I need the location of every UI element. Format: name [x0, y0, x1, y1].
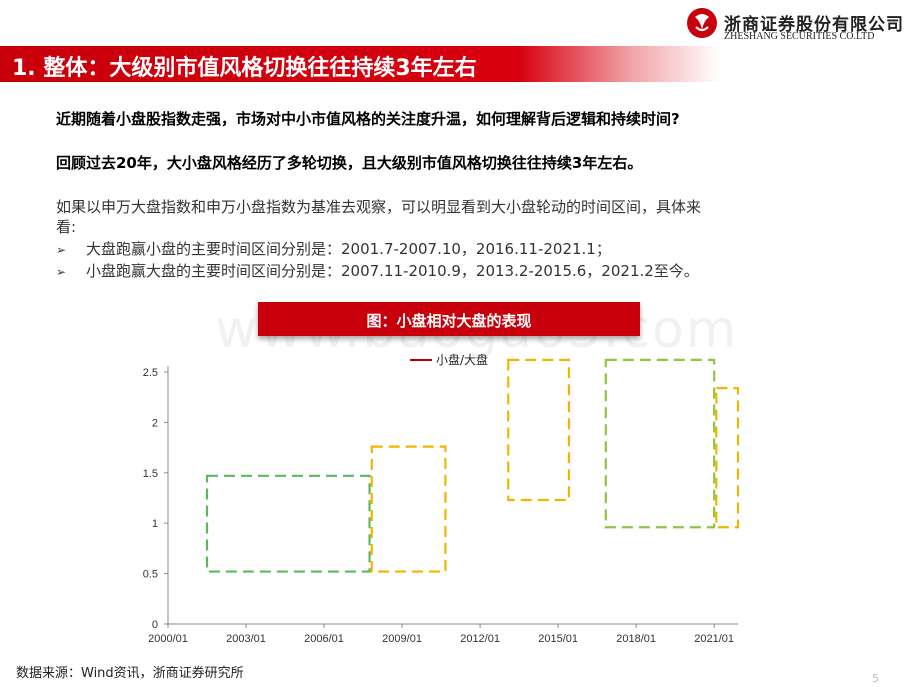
bullet-text: 大盘跑赢小盘的主要时间区间分别是：2001.7-2007.10，2016.11-… — [86, 240, 611, 258]
data-source: 数据来源：Wind资讯，浙商证券研究所 — [16, 666, 244, 681]
legend-label: 小盘/大盘 — [436, 352, 488, 367]
x-tick-label: 2021/01 — [694, 633, 734, 645]
company-name-en: ZHESHANG SECURITIES CO.LTD — [724, 31, 875, 42]
period-box — [507, 358, 571, 502]
page-number: 5 — [872, 672, 879, 685]
y-tick-label: 1 — [152, 518, 158, 530]
summary-paragraph: 回顾过去20年，大小盘风格经历了多轮切换，且大级别市值风格切换往往持续3年左右。 — [56, 154, 643, 172]
bullet-text: 小盘跑赢大盘的主要时间区间分别是：2007.11-2010.9，2013.2-2… — [86, 262, 699, 280]
x-tick-label: 2012/01 — [460, 633, 500, 645]
y-tick-label: 2 — [152, 417, 158, 429]
x-tick-label: 2006/01 — [304, 633, 344, 645]
chart-legend: 小盘/大盘 — [410, 352, 488, 367]
logo-mark-icon — [687, 8, 717, 38]
section-title-bar: 1. 整体：大级别市值风格切换往往持续3年左右 — [0, 46, 720, 82]
period-boxes — [205, 358, 740, 573]
period-box — [604, 358, 716, 529]
x-tick-label: 2000/01 — [148, 633, 188, 645]
intro-paragraph-line1: 如果以申万大盘指数和申万小盘指数为基准去观察，可以明显看到大小盘轮动的时间区间，… — [56, 198, 702, 216]
bullet-arrow-icon: ➢ — [56, 265, 67, 279]
figure-title-banner: 图：小盘相对大盘的表现 — [258, 302, 640, 336]
period-box — [370, 445, 447, 573]
x-tick-label: 2015/01 — [538, 633, 578, 645]
company-name-cn: 浙商证券股份有限公司 — [724, 15, 904, 35]
figure-title: 图：小盘相对大盘的表现 — [366, 312, 532, 330]
y-tick-label: 0 — [152, 619, 158, 631]
period-box — [205, 474, 371, 573]
bullet-item: ➢ 小盘跑赢大盘的主要时间区间分别是：2007.11-2010.9，2013.2-… — [56, 260, 699, 281]
intro-paragraph-line2: 看: — [56, 218, 77, 236]
x-tick-label: 2003/01 — [226, 633, 266, 645]
bullet-arrow-icon: ➢ — [56, 243, 67, 257]
question-paragraph: 近期随着小盘股指数走强，市场对中小市值风格的关注度升温，如何理解背后逻辑和持续时… — [56, 110, 680, 128]
y-tick-label: 2.5 — [143, 367, 158, 379]
section-title: 1. 整体：大级别市值风格切换往往持续3年左右 — [12, 56, 477, 81]
bullet-item: ➢ 大盘跑赢小盘的主要时间区间分别是：2001.7-2007.10，2016.11… — [56, 238, 611, 259]
period-box — [715, 387, 740, 529]
x-tick-label: 2009/01 — [382, 633, 422, 645]
y-tick-label: 0.5 — [143, 569, 158, 581]
chart-axes: 0 0.5 1 1.5 2 2.5 2000/01 2003/01 2006/01 2009/01… — [143, 366, 738, 645]
x-tick-label: 2018/01 — [616, 633, 656, 645]
y-tick-label: 1.5 — [143, 468, 158, 480]
company-logo: 浙商证券股份有限公司 ZHESHANG SECURITIES CO.LTD — [686, 4, 914, 44]
